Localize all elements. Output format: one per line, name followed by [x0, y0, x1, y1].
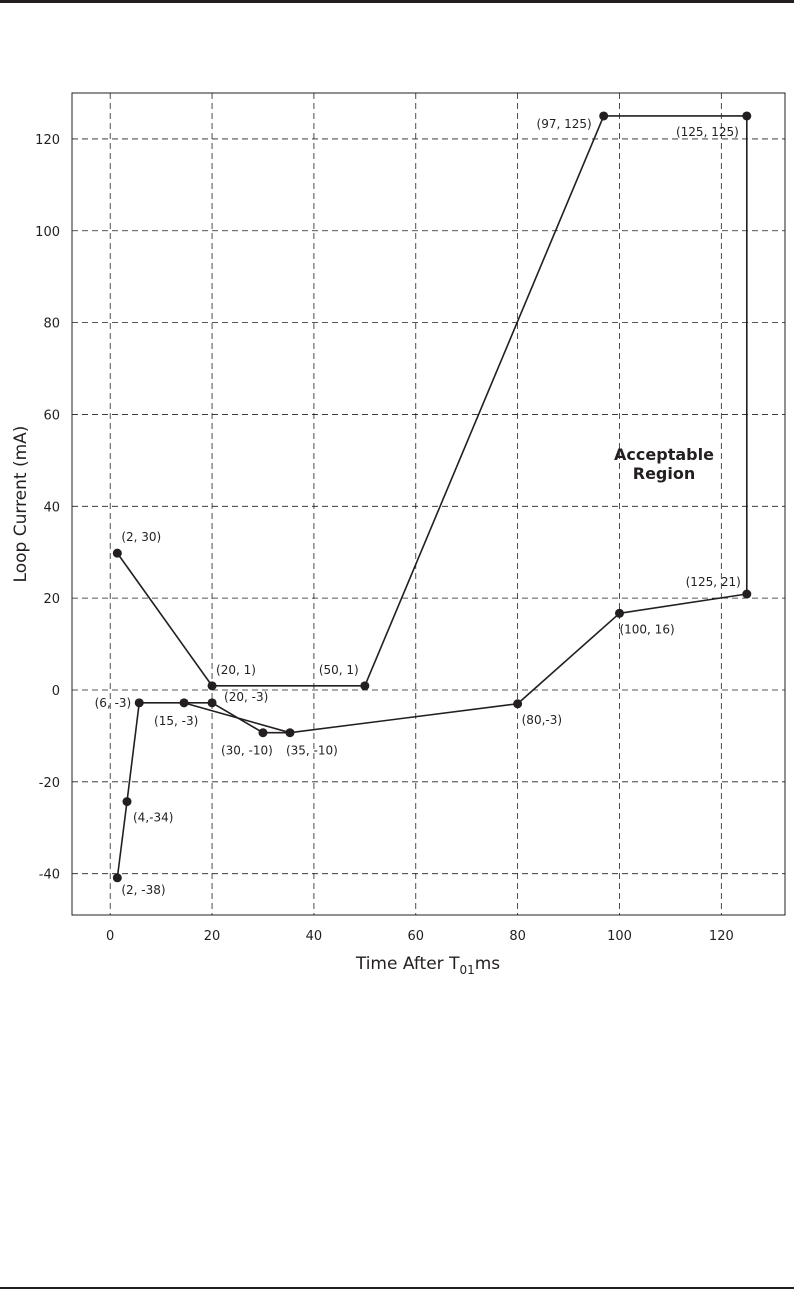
data-label: (50, 1) — [319, 663, 359, 677]
data-point — [112, 873, 122, 883]
series-segment — [517, 612, 621, 705]
y-tick-label: -20 — [39, 776, 60, 791]
top-rule — [0, 0, 794, 3]
series-segment — [116, 801, 128, 878]
data-point — [179, 698, 189, 708]
data-point — [134, 698, 144, 708]
data-label: (97, 125) — [537, 117, 592, 131]
series-segment — [116, 552, 213, 687]
data-label: (2, 30) — [121, 530, 161, 544]
series-segment — [183, 702, 291, 734]
x-tick-label: 100 — [607, 929, 632, 944]
data-point — [614, 608, 624, 618]
series-segment — [619, 593, 747, 615]
annotation-region: Region — [633, 464, 696, 483]
data-label: (125, 21) — [686, 575, 741, 589]
x-tick-label: 60 — [407, 929, 424, 944]
data-label: (30, -10) — [221, 744, 273, 758]
x-tick-label: 0 — [106, 929, 114, 944]
x-tick-label: 40 — [306, 929, 323, 944]
x-tick-label: 120 — [709, 929, 734, 944]
data-point — [742, 589, 752, 599]
y-tick-label: 120 — [35, 133, 60, 148]
data-point — [360, 681, 370, 691]
data-point — [122, 797, 132, 807]
data-point — [258, 728, 268, 738]
data-point — [207, 698, 217, 708]
x-axis-label: Time After T01ms — [355, 954, 500, 977]
data-label: (35, -10) — [286, 744, 338, 758]
data-label: (80,-3) — [522, 713, 562, 727]
y-tick-label: 0 — [52, 684, 60, 699]
y-tick-label: 20 — [43, 592, 60, 607]
series-segment — [126, 702, 141, 802]
plot-frame — [71, 92, 786, 916]
y-tick-label: 60 — [43, 408, 60, 423]
data-point — [513, 699, 523, 709]
x-tick-label: 80 — [509, 929, 526, 944]
data-label: (125, 125) — [676, 125, 739, 139]
series-segment — [364, 115, 605, 687]
bottom-rule — [0, 1287, 794, 1289]
data-point — [285, 728, 295, 738]
y-tick-label: 40 — [43, 500, 60, 515]
y-tick-label: 100 — [35, 225, 60, 240]
data-label: (20, 1) — [216, 663, 256, 677]
annotation-acceptable: Acceptable — [614, 445, 714, 464]
data-point — [207, 681, 217, 691]
data-point — [599, 111, 609, 121]
y-axis-label: Loop Current (mA) — [11, 426, 31, 583]
data-label: (15, -3) — [154, 714, 198, 728]
data-label: (6, -3) — [95, 696, 132, 710]
data-label: (4,-34) — [133, 811, 173, 825]
y-tick-label: -40 — [39, 868, 60, 883]
x-tick-label: 20 — [204, 929, 221, 944]
y-tick-label: 80 — [43, 317, 60, 332]
data-label: (20, -3) — [224, 690, 268, 704]
data-point — [112, 548, 122, 558]
series-segment — [289, 702, 518, 734]
data-label: (2, -38) — [121, 883, 165, 897]
data-label: (100, 16) — [619, 622, 674, 636]
data-point — [742, 111, 752, 121]
